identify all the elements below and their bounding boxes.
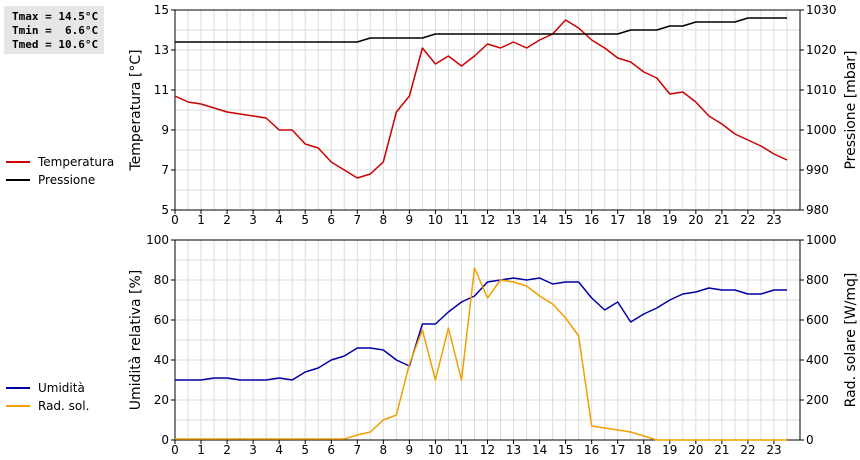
x-tick-label: 0 <box>171 213 179 227</box>
x-tick-label: 4 <box>275 213 283 227</box>
y-tick-label: 40 <box>154 353 169 367</box>
x-tick-label: 2 <box>223 443 231 457</box>
x-tick-label: 12 <box>480 443 495 457</box>
x-tick-label: 20 <box>688 213 703 227</box>
x-tick-label: 7 <box>353 213 361 227</box>
x-tick-label: 21 <box>714 213 729 227</box>
y-tick-label: 80 <box>154 273 169 287</box>
y-tick-label: 100 <box>146 233 169 247</box>
y2-tick-label: 1030 <box>806 3 837 17</box>
x-tick-label: 20 <box>688 443 703 457</box>
x-tick-label: 13 <box>506 213 521 227</box>
x-tick-label: 5 <box>301 443 309 457</box>
x-tick-label: 16 <box>584 443 599 457</box>
legend-label: Umidità <box>38 381 85 395</box>
x-tick-label: 22 <box>740 443 755 457</box>
x-tick-label: 6 <box>327 213 335 227</box>
y2-tick-label: 1000 <box>806 123 837 137</box>
x-tick-label: 11 <box>454 213 469 227</box>
x-tick-label: 18 <box>636 443 651 457</box>
x-tick-label: 17 <box>610 213 625 227</box>
y2-tick-label: 990 <box>806 163 829 177</box>
legend-label: Rad. sol. <box>38 399 89 413</box>
tmax-text: Tmax = 14.5°C <box>12 10 99 23</box>
y2-tick-label: 980 <box>806 203 829 217</box>
y-axis-title: Temperatura [°C] <box>128 49 144 171</box>
x-tick-label: 2 <box>223 213 231 227</box>
y-tick-label: 9 <box>161 123 169 137</box>
x-tick-label: 19 <box>662 213 677 227</box>
x-tick-label: 9 <box>406 443 414 457</box>
x-tick-label: 12 <box>480 213 495 227</box>
y2-tick-label: 1000 <box>806 233 837 247</box>
x-tick-label: 6 <box>327 443 335 457</box>
legend-label: Temperatura <box>37 155 114 169</box>
x-tick-label: 23 <box>766 213 781 227</box>
x-tick-label: 9 <box>406 213 414 227</box>
tmed-text: Tmed = 10.6°C <box>12 38 99 51</box>
y2-tick-label: 600 <box>806 313 829 327</box>
x-tick-label: 23 <box>766 443 781 457</box>
series-line-temperatura <box>174 19 788 179</box>
y-tick-label: 60 <box>154 313 169 327</box>
y2-axis-title: Rad. solare [W/mq] <box>843 273 859 408</box>
y2-axis-title: Pressione [mbar] <box>843 50 859 169</box>
x-tick-label: 1 <box>197 443 205 457</box>
y-axis-title: Umidità relativa [%] <box>128 270 144 411</box>
x-tick-label: 8 <box>380 443 388 457</box>
x-tick-label: 3 <box>249 443 257 457</box>
x-tick-label: 5 <box>301 213 309 227</box>
stats-box: Tmax = 14.5°C Tmin = 6.6°C Tmed = 10.6°C <box>4 6 104 54</box>
x-tick-label: 10 <box>428 213 443 227</box>
x-tick-label: 22 <box>740 213 755 227</box>
y-tick-label: 7 <box>161 163 169 177</box>
x-tick-label: 1 <box>197 213 205 227</box>
y2-tick-label: 1020 <box>806 43 837 57</box>
y2-tick-label: 400 <box>806 353 829 367</box>
series-line-umidit <box>175 277 787 381</box>
y2-tick-label: 1010 <box>806 83 837 97</box>
y-tick-label: 5 <box>161 203 169 217</box>
tmin-text: Tmin = 6.6°C <box>12 24 99 37</box>
x-tick-label: 4 <box>275 443 283 457</box>
x-tick-label: 11 <box>454 443 469 457</box>
x-tick-label: 15 <box>558 443 573 457</box>
y-tick-label: 20 <box>154 393 169 407</box>
x-tick-label: 18 <box>636 213 651 227</box>
x-tick-label: 7 <box>353 443 361 457</box>
series-line-pressione <box>175 17 787 43</box>
x-tick-label: 0 <box>171 443 179 457</box>
x-tick-label: 10 <box>428 443 443 457</box>
legend-label: Pressione <box>38 173 95 187</box>
x-tick-label: 13 <box>506 443 521 457</box>
x-tick-label: 16 <box>584 213 599 227</box>
x-tick-label: 14 <box>532 443 547 457</box>
x-tick-label: 3 <box>249 213 257 227</box>
x-tick-label: 19 <box>662 443 677 457</box>
y-tick-label: 15 <box>154 3 169 17</box>
y2-tick-label: 0 <box>806 433 814 447</box>
series-line-rad-sol <box>175 267 787 441</box>
y-tick-label: 11 <box>154 83 169 97</box>
y-tick-label: 13 <box>154 43 169 57</box>
x-tick-label: 15 <box>558 213 573 227</box>
y2-tick-label: 800 <box>806 273 829 287</box>
x-tick-label: 14 <box>532 213 547 227</box>
x-tick-label: 17 <box>610 443 625 457</box>
x-tick-label: 21 <box>714 443 729 457</box>
y2-tick-label: 200 <box>806 393 829 407</box>
y-tick-label: 0 <box>161 433 169 447</box>
x-tick-label: 8 <box>380 213 388 227</box>
